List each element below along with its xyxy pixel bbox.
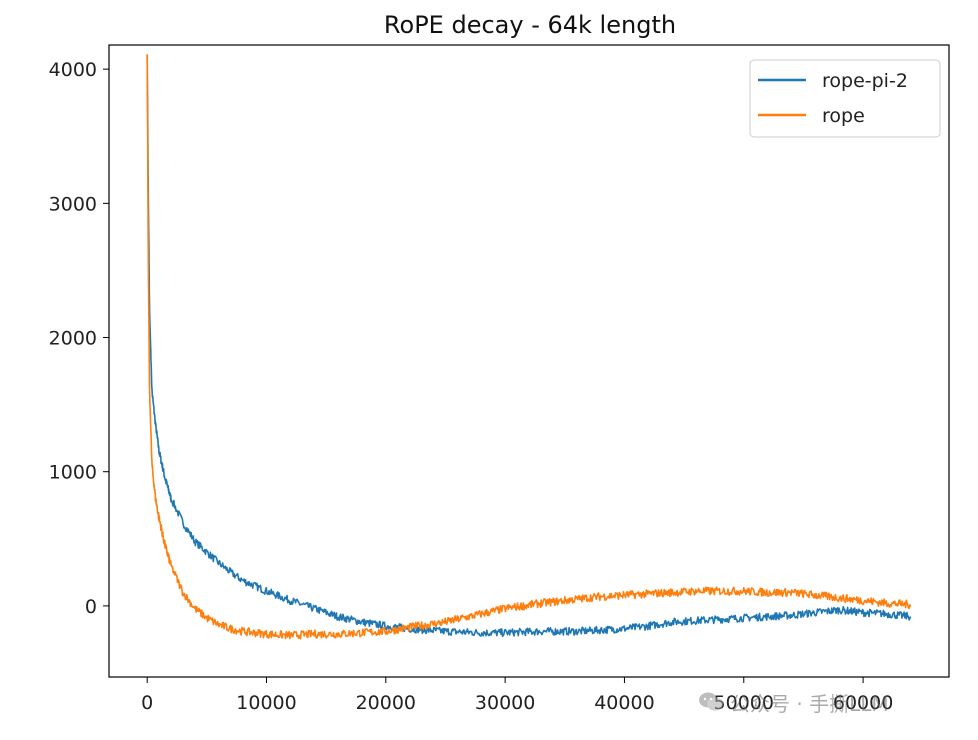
chart-title: RoPE decay - 64k length [384, 11, 676, 39]
axis-ticks: 0 10000 20000 30000 40000 50000 60000 0 1000 2000… [49, 59, 894, 714]
x-tick-label: 10000 [236, 692, 296, 714]
y-tick-label: 0 [85, 596, 97, 618]
y-tick-label: 1000 [49, 462, 97, 484]
x-tick-label: 20000 [356, 692, 416, 714]
x-tick-label: 30000 [475, 692, 535, 714]
y-tick-label: 3000 [49, 193, 97, 215]
y-tick-label: 2000 [49, 328, 97, 350]
plot-lines [146, 54, 912, 640]
plot-area-frame [108, 44, 950, 678]
y-tick-label: 4000 [49, 59, 97, 81]
legend: rope-pi-2 rope [749, 59, 941, 138]
wechat-icon [699, 692, 723, 711]
watermark-text: 公众号 · 手撕LLM [730, 691, 889, 716]
series-line-rope-pi-2 [146, 54, 912, 638]
x-tick-label: 0 [141, 692, 153, 714]
legend-label-rope-pi-2: rope-pi-2 [822, 70, 908, 92]
x-tick-label: 60000 [833, 692, 893, 714]
watermark: 公众号 · 手撕LLM [698, 688, 889, 716]
legend-label-rope: rope [822, 105, 865, 127]
x-tick-label: 50000 [714, 692, 774, 714]
x-tick-label: 40000 [594, 692, 654, 714]
series-line-rope [146, 54, 912, 640]
